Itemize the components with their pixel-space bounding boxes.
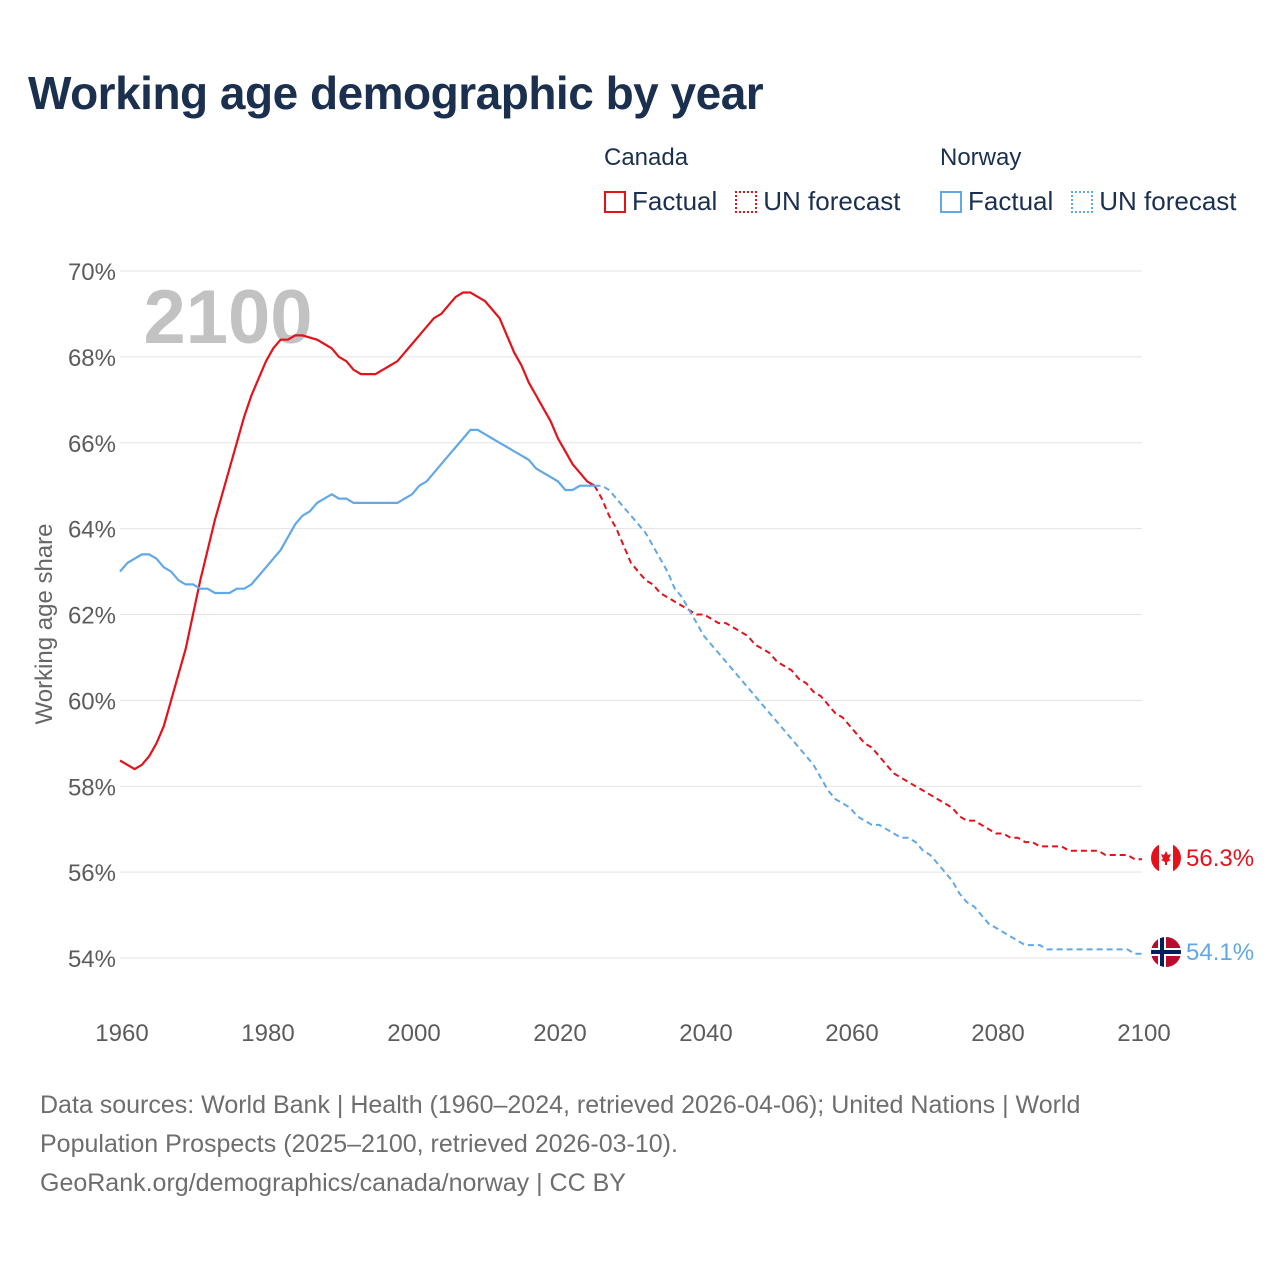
- y-tick-label: 68%: [68, 345, 116, 372]
- canada-forecast-line: [593, 485, 1142, 861]
- x-tick-label: 2020: [533, 1020, 586, 1047]
- x-tick-label: 2100: [1117, 1020, 1170, 1047]
- x-tick-label: 2060: [825, 1020, 878, 1047]
- source-line-2: Population Prospects (2025–2100, retriev…: [40, 1130, 678, 1158]
- y-tick-label: 70%: [68, 259, 116, 286]
- y-tick-label: 62%: [68, 603, 116, 630]
- year-watermark: 2100: [143, 275, 312, 360]
- page-title: Working age demographic by year: [28, 67, 764, 119]
- x-tick-label: 2040: [679, 1020, 732, 1047]
- y-tick-label: 54%: [68, 946, 116, 973]
- canada-flag-icon: [1151, 843, 1181, 873]
- legend-swatch-canada-forecast: [735, 190, 758, 213]
- x-tick-label: 1960: [95, 1020, 148, 1047]
- source-line-3[interactable]: GeoRank.org/demographics/canada/norway |…: [40, 1169, 626, 1197]
- y-tick-label: 56%: [68, 860, 116, 887]
- source-line-1: Data sources: World Bank | Health (1960–…: [40, 1091, 1081, 1119]
- y-tick-label: 66%: [68, 431, 116, 458]
- legend-norway: Norway Factual UN forecast: [940, 144, 1237, 217]
- legend-country-norway: Norway: [940, 144, 1022, 171]
- legend-swatch-canada-factual: [604, 190, 626, 213]
- norway-factual-line: [119, 428, 595, 595]
- y-axis-label: Working age share: [31, 524, 58, 725]
- x-tick-label: 2000: [387, 1020, 440, 1047]
- end-markers: 56.3% 54.1%: [1151, 843, 1254, 967]
- y-tick-label: 60%: [68, 688, 116, 715]
- legend-item-norway-factual[interactable]: Factual: [940, 186, 1053, 217]
- norway-end-label: 54.1%: [1186, 939, 1254, 966]
- legend-label-canada-forecast: UN forecast: [763, 186, 901, 216]
- y-tick-label: 64%: [68, 517, 116, 544]
- x-axis-ticks: 1960 1980 2000 2020 2040 2060 2080 2100: [95, 1020, 1170, 1047]
- series-lines: [119, 291, 1142, 955]
- legend-label-canada-factual: Factual: [632, 186, 718, 216]
- legend-swatch-norway-factual: [940, 190, 962, 213]
- legend-item-norway-forecast[interactable]: UN forecast: [1071, 186, 1237, 217]
- legend-label-norway-factual: Factual: [968, 186, 1054, 216]
- y-tick-label: 58%: [68, 774, 116, 801]
- canada-factual-line: [119, 291, 596, 771]
- legend-item-canada-factual[interactable]: Factual: [604, 186, 717, 217]
- x-tick-label: 2080: [971, 1020, 1024, 1047]
- legend-item-canada-forecast[interactable]: UN forecast: [735, 186, 901, 217]
- canada-end-label: 56.3%: [1186, 845, 1254, 872]
- norway-flag-icon: [1151, 937, 1181, 967]
- line-chart: 54% 56% 58% 60% 62% 64% 66% 68% 70% 1960 1980 2000…: [31, 259, 1254, 1047]
- grid-lines: [120, 270, 1142, 959]
- y-axis-ticks: 54% 56% 58% 60% 62% 64% 66% 68% 70%: [68, 259, 116, 973]
- legend-swatch-norway-forecast: [1071, 190, 1094, 213]
- legend-country-canada: Canada: [604, 144, 689, 171]
- legend-canada: Canada Factual UN forecast: [604, 144, 901, 217]
- x-tick-label: 1980: [241, 1020, 294, 1047]
- legend-label-norway-forecast: UN forecast: [1099, 186, 1237, 216]
- data-sources: Data sources: World Bank | Health (1960–…: [40, 1086, 1220, 1203]
- norway-forecast-line: [594, 484, 1142, 955]
